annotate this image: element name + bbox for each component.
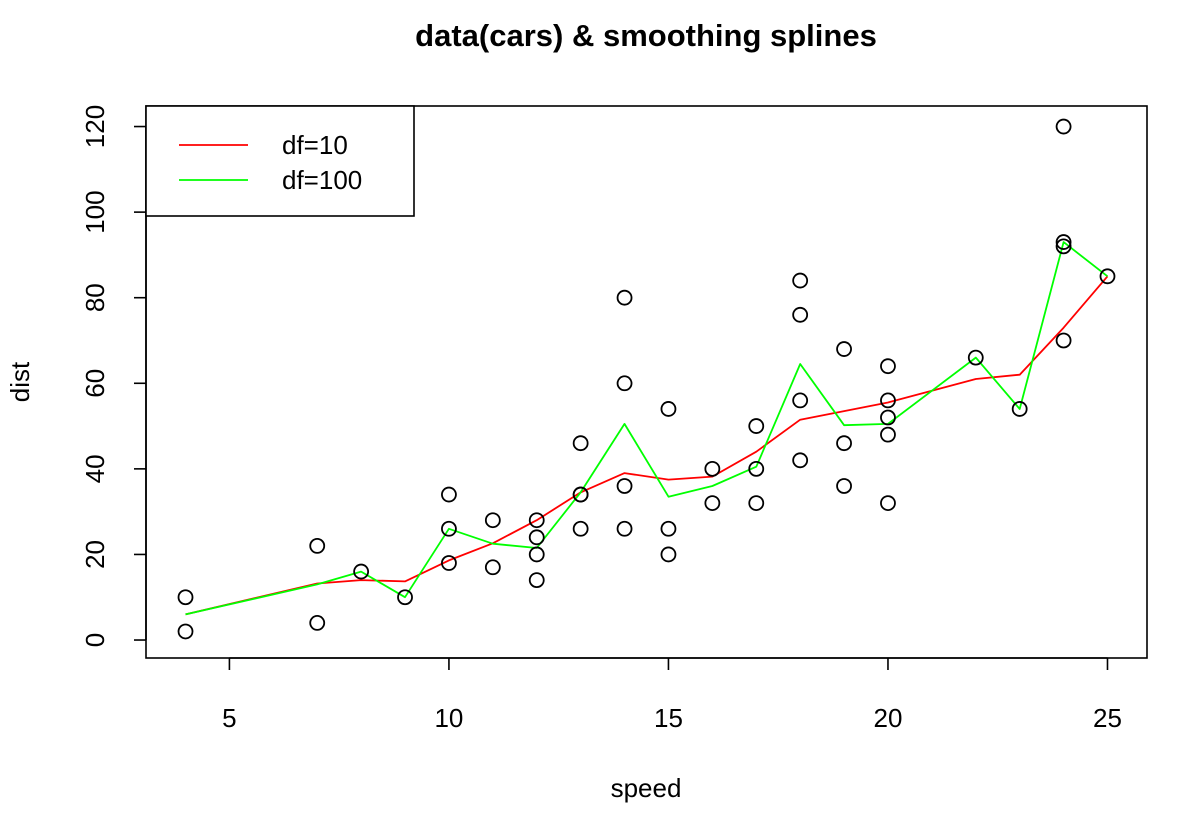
x-axis-title: speed: [611, 773, 682, 803]
data-point: [484, 512, 501, 529]
series-line-df10: [185, 275, 1109, 616]
data-point: [528, 572, 545, 589]
x-tick-label: 10: [434, 703, 463, 733]
data-point: [880, 426, 896, 443]
series-layer: [185, 241, 1109, 616]
y-tick-label: 0: [80, 633, 110, 647]
x-tick-label: 5: [222, 703, 236, 733]
y-tick-label: 60: [80, 369, 110, 398]
data-point: [836, 341, 852, 357]
data-point: [616, 375, 633, 392]
data-point: [704, 460, 721, 477]
data-point: [660, 546, 677, 563]
data-point: [880, 495, 896, 511]
data-point: [880, 358, 896, 375]
legend: df=10 df=100: [145, 105, 415, 217]
x-tick-label: 15: [654, 703, 683, 733]
data-point: [1055, 332, 1072, 349]
data-point: [616, 520, 633, 537]
data-point: [880, 392, 896, 409]
y-axis: 0 20 40 60 80 100 120: [80, 105, 147, 647]
data-point: [1055, 238, 1072, 255]
data-point: [528, 512, 545, 529]
data-point: [572, 435, 589, 452]
data-point: [441, 520, 457, 537]
data-point: [528, 529, 545, 546]
data-point: [397, 589, 413, 606]
y-tick-label: 80: [80, 283, 110, 312]
x-tick-label: 25: [1093, 703, 1122, 733]
y-tick-label: 120: [80, 105, 110, 148]
x-axis: 5 10 15 20 25: [222, 657, 1122, 733]
data-point: [177, 623, 194, 640]
data-point: [748, 418, 765, 434]
x-tick-label: 20: [874, 703, 903, 733]
data-point: [792, 452, 809, 469]
chart-title: data(cars) & smoothing splines: [415, 18, 877, 53]
data-point: [660, 401, 677, 417]
data-point: [528, 546, 545, 563]
data-point: [836, 435, 852, 452]
data-point: [748, 460, 765, 477]
data-point: [309, 537, 326, 554]
legend-label: df=100: [282, 165, 362, 195]
data-point: [748, 495, 765, 511]
data-point: [441, 486, 457, 503]
y-axis-title: dist: [5, 361, 35, 402]
data-point: [616, 289, 633, 306]
data-point: [1055, 118, 1072, 135]
data-point: [1055, 234, 1072, 250]
data-point: [704, 495, 721, 511]
points-layer: [177, 118, 1116, 640]
data-point: [792, 272, 809, 289]
y-tick-label: 40: [80, 454, 110, 483]
data-point: [572, 520, 589, 537]
series-line-df100: [185, 241, 1109, 616]
data-point: [792, 306, 809, 323]
data-point: [1011, 401, 1028, 417]
data-point: [660, 520, 677, 537]
legend-box: [145, 105, 415, 217]
data-point: [484, 559, 501, 576]
data-point: [616, 478, 633, 494]
data-point: [792, 392, 809, 409]
data-point: [177, 589, 194, 606]
data-point: [572, 486, 589, 503]
y-tick-label: 20: [80, 540, 110, 569]
data-point: [353, 563, 370, 580]
data-point: [967, 349, 984, 366]
data-point: [1099, 268, 1116, 285]
legend-label: df=10: [282, 130, 348, 160]
data-point: [309, 615, 326, 631]
y-tick-label: 100: [80, 190, 110, 233]
data-point: [836, 478, 852, 494]
data-point: [441, 555, 457, 571]
data-point: [880, 409, 896, 426]
